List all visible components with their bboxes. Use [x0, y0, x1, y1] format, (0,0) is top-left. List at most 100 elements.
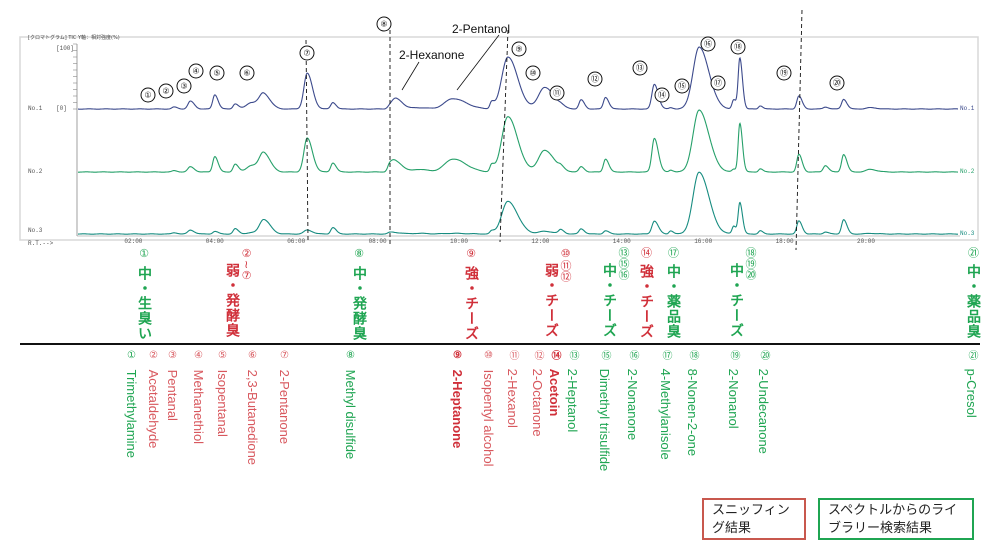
sniffing-result: ⑭ 強・チーズ	[638, 247, 654, 339]
compound-name: Isopentanal	[215, 369, 230, 437]
compound-name: 2-Heptanol	[565, 368, 580, 433]
dashed-marker-line	[795, 9, 803, 250]
trace-label-right-no2: No.2	[960, 168, 975, 175]
compound-label: ㉑ p-Cresol	[964, 350, 979, 418]
peak-number-label: ⑨	[511, 41, 527, 57]
trace-label-right-no3: No.3	[960, 230, 975, 237]
compound-number: ⑲	[728, 350, 739, 360]
compound-number: ⑳	[758, 350, 769, 360]
compound-number: ⑫	[532, 350, 543, 360]
x-tick-label: 16:00	[694, 238, 712, 245]
compound-name: Acetaldehyde	[146, 369, 161, 449]
sniffing-peak-numbers: ①	[137, 247, 151, 260]
sniffing-result: 中・チーズ ⑬⑮⑯	[601, 247, 630, 338]
compound-number: ①	[126, 350, 137, 361]
sniffing-peak-numbers: ⑧	[352, 247, 366, 260]
compound-label: ④ Methanethiol	[191, 350, 206, 444]
peak-number-label: ③	[176, 78, 192, 94]
x-tick-label: 18:00	[776, 238, 794, 245]
sniffing-odor-description: 中・チーズ	[601, 263, 617, 338]
legend-sniffing-box: スニッフィング結果	[702, 498, 806, 540]
compound-label: ⑬ 2-Heptanol	[565, 350, 580, 433]
sniffing-result: ⑰ 中・薬品臭	[665, 247, 681, 339]
callout-leader-2-hexanone	[401, 61, 420, 91]
x-tick-label: 10:00	[450, 238, 468, 245]
sniffing-odor-description: 中・生臭い	[136, 266, 152, 341]
trace-no2	[78, 109, 958, 173]
callout-2-hexanone: 2-Hexanone	[399, 48, 465, 62]
compound-number: ⑨	[452, 350, 463, 361]
y-zero-label: [0]	[56, 105, 67, 112]
compound-number: ⑪	[507, 350, 518, 360]
sniffing-odor-description: 中・発酵臭	[351, 266, 367, 341]
compound-number: ⑰	[660, 350, 671, 360]
x-tick-label: 08:00	[369, 238, 387, 245]
sniffing-peak-numbers: ⑱⑲⑳	[744, 247, 757, 280]
trace-label-left-no2: No.2	[28, 168, 43, 175]
sniffing-odor-description: 中・薬品臭	[665, 264, 681, 339]
x-tick-label: 04:00	[206, 238, 224, 245]
sniffing-odor-description: 弱・発酵臭	[224, 263, 240, 338]
sniffing-peak-numbers: ⑨	[464, 247, 478, 260]
compound-label: ⑪ 2-Hexanol	[505, 350, 520, 428]
compound-number: ④	[193, 350, 204, 361]
sniffing-odor-description: 強・チーズ	[463, 266, 479, 341]
sniffing-peak-numbers: ⑰	[666, 247, 680, 258]
sniffing-peak-numbers: ⑬⑮⑯	[617, 247, 630, 280]
sniffing-peak-numbers: ⑩⑪⑫	[559, 247, 572, 282]
compound-number: ⑯	[627, 350, 638, 360]
compound-number: ⑩	[483, 350, 494, 361]
compound-name: 2-Nonanol	[726, 368, 741, 429]
sniffing-result: 中・チーズ ⑱⑲⑳	[728, 247, 757, 338]
sniffing-result: ⑨ 強・チーズ	[463, 247, 479, 341]
compound-name: 2-Undecanone	[756, 368, 771, 454]
peak-number-label: ⑦	[299, 45, 315, 61]
compound-name: 2,3-Butanedione	[245, 369, 260, 466]
compound-label: ② Acetaldehyde	[146, 350, 161, 449]
peak-number-label: ⑲	[776, 65, 792, 81]
compound-label: ⑥ 2,3-Butanedione	[245, 350, 260, 466]
compound-label: ⑱ 8-Nonen-2-one	[685, 350, 700, 456]
compound-label: ⑧ Methyl disulfide	[343, 350, 358, 459]
compound-name: 2-Heptanone	[450, 369, 465, 449]
peak-number-label: ②	[158, 83, 174, 99]
sniffing-odor-description: 中・チーズ	[728, 263, 744, 338]
peak-number-label: ⑭	[654, 87, 670, 103]
trace-no3	[78, 171, 958, 235]
compound-label: ③ Pentanal	[165, 350, 180, 421]
sniffing-result: ① 中・生臭い	[136, 247, 152, 341]
x-tick-label: 02:00	[124, 238, 142, 245]
peak-number-label: ⑯	[700, 36, 716, 52]
compound-label: ⑫ 2-Octanone	[530, 350, 545, 437]
dashed-marker-line	[499, 29, 509, 243]
callout-leader-2-pentanol	[456, 34, 500, 91]
compound-label: ⑨ 2-Heptanone	[450, 350, 465, 449]
compound-name: Pentanal	[165, 369, 180, 421]
x-tick-label: 20:00	[857, 238, 875, 245]
plot-frame	[19, 36, 979, 241]
compound-number: ⑬	[567, 350, 578, 360]
peak-number-label: ⑤	[209, 65, 225, 81]
trace-label-left-no3: No.3	[28, 227, 43, 234]
section-divider	[20, 343, 980, 345]
compound-label: ⑮ Dimethyl trisulfide	[597, 350, 612, 472]
compound-label: ⑯ 2-Nonanone	[625, 350, 640, 441]
compound-number: ⑮	[599, 350, 610, 360]
compound-label: ⑤ Isopentanal	[215, 350, 230, 437]
compound-number: ③	[167, 350, 178, 361]
compound-name: Dimethyl trisulfide	[597, 368, 612, 472]
compound-name: 2-Octanone	[530, 368, 545, 437]
peak-number-label: ⑬	[632, 60, 648, 76]
compound-label: ⑩ Isopentyl alcohol	[481, 350, 496, 466]
compound-name: Trimethylamine	[124, 369, 139, 458]
compound-label: ⑭ Acetoin	[547, 350, 562, 416]
compound-label: ① Trimethylamine	[124, 350, 139, 458]
x-axis-label: R.T.-->	[28, 240, 54, 247]
x-tick-label: 12:00	[531, 238, 549, 245]
peak-number-label: ④	[188, 63, 204, 79]
compound-name: 4-Methylanisole	[658, 368, 673, 460]
compound-number: ②	[148, 350, 159, 361]
compound-name: 2-Nonanone	[625, 368, 640, 441]
sniffing-odor-description: 弱・チーズ	[543, 263, 559, 338]
